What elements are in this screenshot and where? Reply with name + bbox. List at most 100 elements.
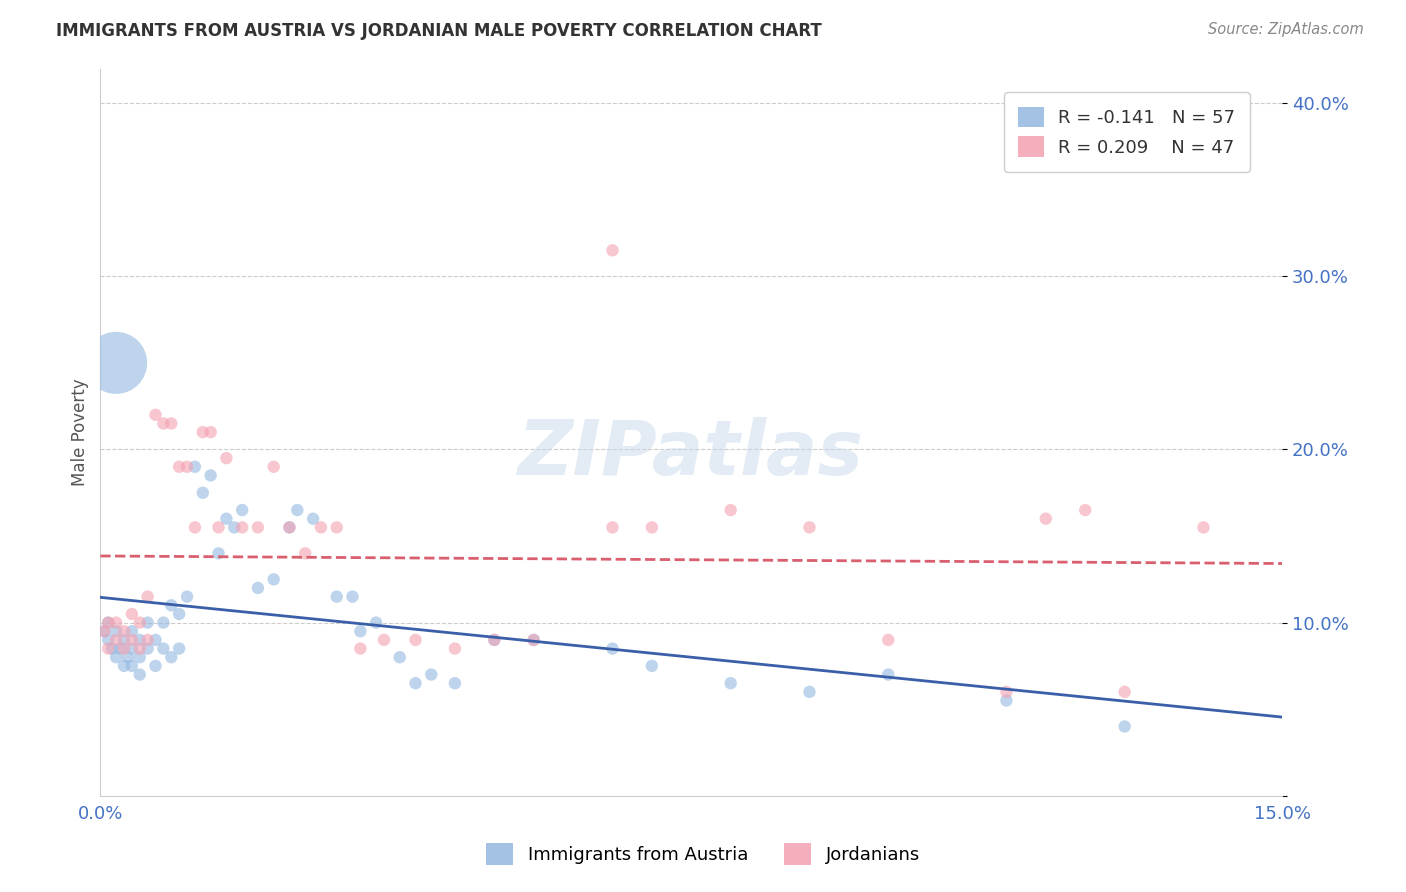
- Point: [128, 641, 150, 656]
- Point: [97, 632, 120, 647]
- Point: [325, 590, 347, 604]
- Point: [184, 459, 207, 474]
- Point: [136, 632, 159, 647]
- Point: [121, 632, 143, 647]
- Point: [263, 459, 285, 474]
- Point: [641, 659, 664, 673]
- Point: [160, 417, 183, 431]
- Point: [112, 632, 135, 647]
- Y-axis label: Male Poverty: Male Poverty: [72, 378, 89, 486]
- Point: [167, 459, 190, 474]
- Point: [285, 503, 308, 517]
- Point: [995, 685, 1018, 699]
- Point: [191, 485, 214, 500]
- Point: [121, 607, 143, 621]
- Point: [121, 624, 143, 639]
- Point: [121, 641, 143, 656]
- Point: [215, 451, 238, 466]
- Point: [388, 650, 411, 665]
- Point: [97, 615, 120, 630]
- Point: [246, 581, 269, 595]
- Point: [366, 615, 388, 630]
- Point: [128, 615, 150, 630]
- Point: [105, 624, 128, 639]
- Point: [420, 667, 443, 681]
- Point: [200, 468, 222, 483]
- Point: [231, 520, 253, 534]
- Point: [128, 667, 150, 681]
- Point: [176, 459, 198, 474]
- Point: [349, 641, 371, 656]
- Point: [105, 650, 128, 665]
- Point: [224, 520, 246, 534]
- Point: [302, 512, 325, 526]
- Text: IMMIGRANTS FROM AUSTRIA VS JORDANIAN MALE POVERTY CORRELATION CHART: IMMIGRANTS FROM AUSTRIA VS JORDANIAN MAL…: [56, 22, 823, 40]
- Point: [160, 599, 183, 613]
- Point: [101, 641, 124, 656]
- Point: [207, 546, 229, 560]
- Point: [484, 632, 506, 647]
- Point: [405, 676, 427, 690]
- Point: [167, 641, 190, 656]
- Point: [167, 607, 190, 621]
- Text: ZIPatlas: ZIPatlas: [519, 417, 865, 491]
- Point: [799, 520, 821, 534]
- Point: [184, 520, 207, 534]
- Point: [278, 520, 301, 534]
- Point: [207, 520, 229, 534]
- Point: [97, 641, 120, 656]
- Point: [200, 425, 222, 439]
- Point: [1074, 503, 1097, 517]
- Point: [484, 632, 506, 647]
- Point: [152, 615, 174, 630]
- Point: [1114, 685, 1136, 699]
- Point: [405, 632, 427, 647]
- Point: [523, 632, 546, 647]
- Point: [720, 503, 742, 517]
- Point: [309, 520, 332, 534]
- Point: [176, 590, 198, 604]
- Text: Source: ZipAtlas.com: Source: ZipAtlas.com: [1208, 22, 1364, 37]
- Point: [1114, 719, 1136, 733]
- Point: [215, 512, 238, 526]
- Point: [1035, 512, 1057, 526]
- Point: [278, 520, 301, 534]
- Point: [602, 244, 624, 258]
- Point: [523, 632, 546, 647]
- Point: [349, 624, 371, 639]
- Point: [108, 641, 131, 656]
- Point: [373, 632, 395, 647]
- Point: [602, 520, 624, 534]
- Point: [117, 650, 139, 665]
- Point: [93, 624, 115, 639]
- Point: [877, 632, 900, 647]
- Point: [93, 624, 115, 639]
- Point: [720, 676, 742, 690]
- Point: [112, 641, 135, 656]
- Point: [995, 693, 1018, 707]
- Point: [641, 520, 664, 534]
- Point: [136, 615, 159, 630]
- Point: [105, 632, 128, 647]
- Point: [128, 632, 150, 647]
- Point: [105, 615, 128, 630]
- Point: [105, 356, 128, 370]
- Point: [1192, 520, 1215, 534]
- Point: [136, 590, 159, 604]
- Point: [799, 685, 821, 699]
- Point: [136, 641, 159, 656]
- Legend: R = -0.141   N = 57, R = 0.209    N = 47: R = -0.141 N = 57, R = 0.209 N = 47: [1004, 92, 1250, 172]
- Point: [145, 659, 167, 673]
- Point: [152, 641, 174, 656]
- Point: [263, 572, 285, 586]
- Point: [444, 641, 467, 656]
- Point: [128, 650, 150, 665]
- Point: [152, 417, 174, 431]
- Point: [294, 546, 316, 560]
- Point: [160, 650, 183, 665]
- Point: [877, 667, 900, 681]
- Point: [246, 520, 269, 534]
- Point: [191, 425, 214, 439]
- Legend: Immigrants from Austria, Jordanians: Immigrants from Austria, Jordanians: [477, 834, 929, 874]
- Point: [231, 503, 253, 517]
